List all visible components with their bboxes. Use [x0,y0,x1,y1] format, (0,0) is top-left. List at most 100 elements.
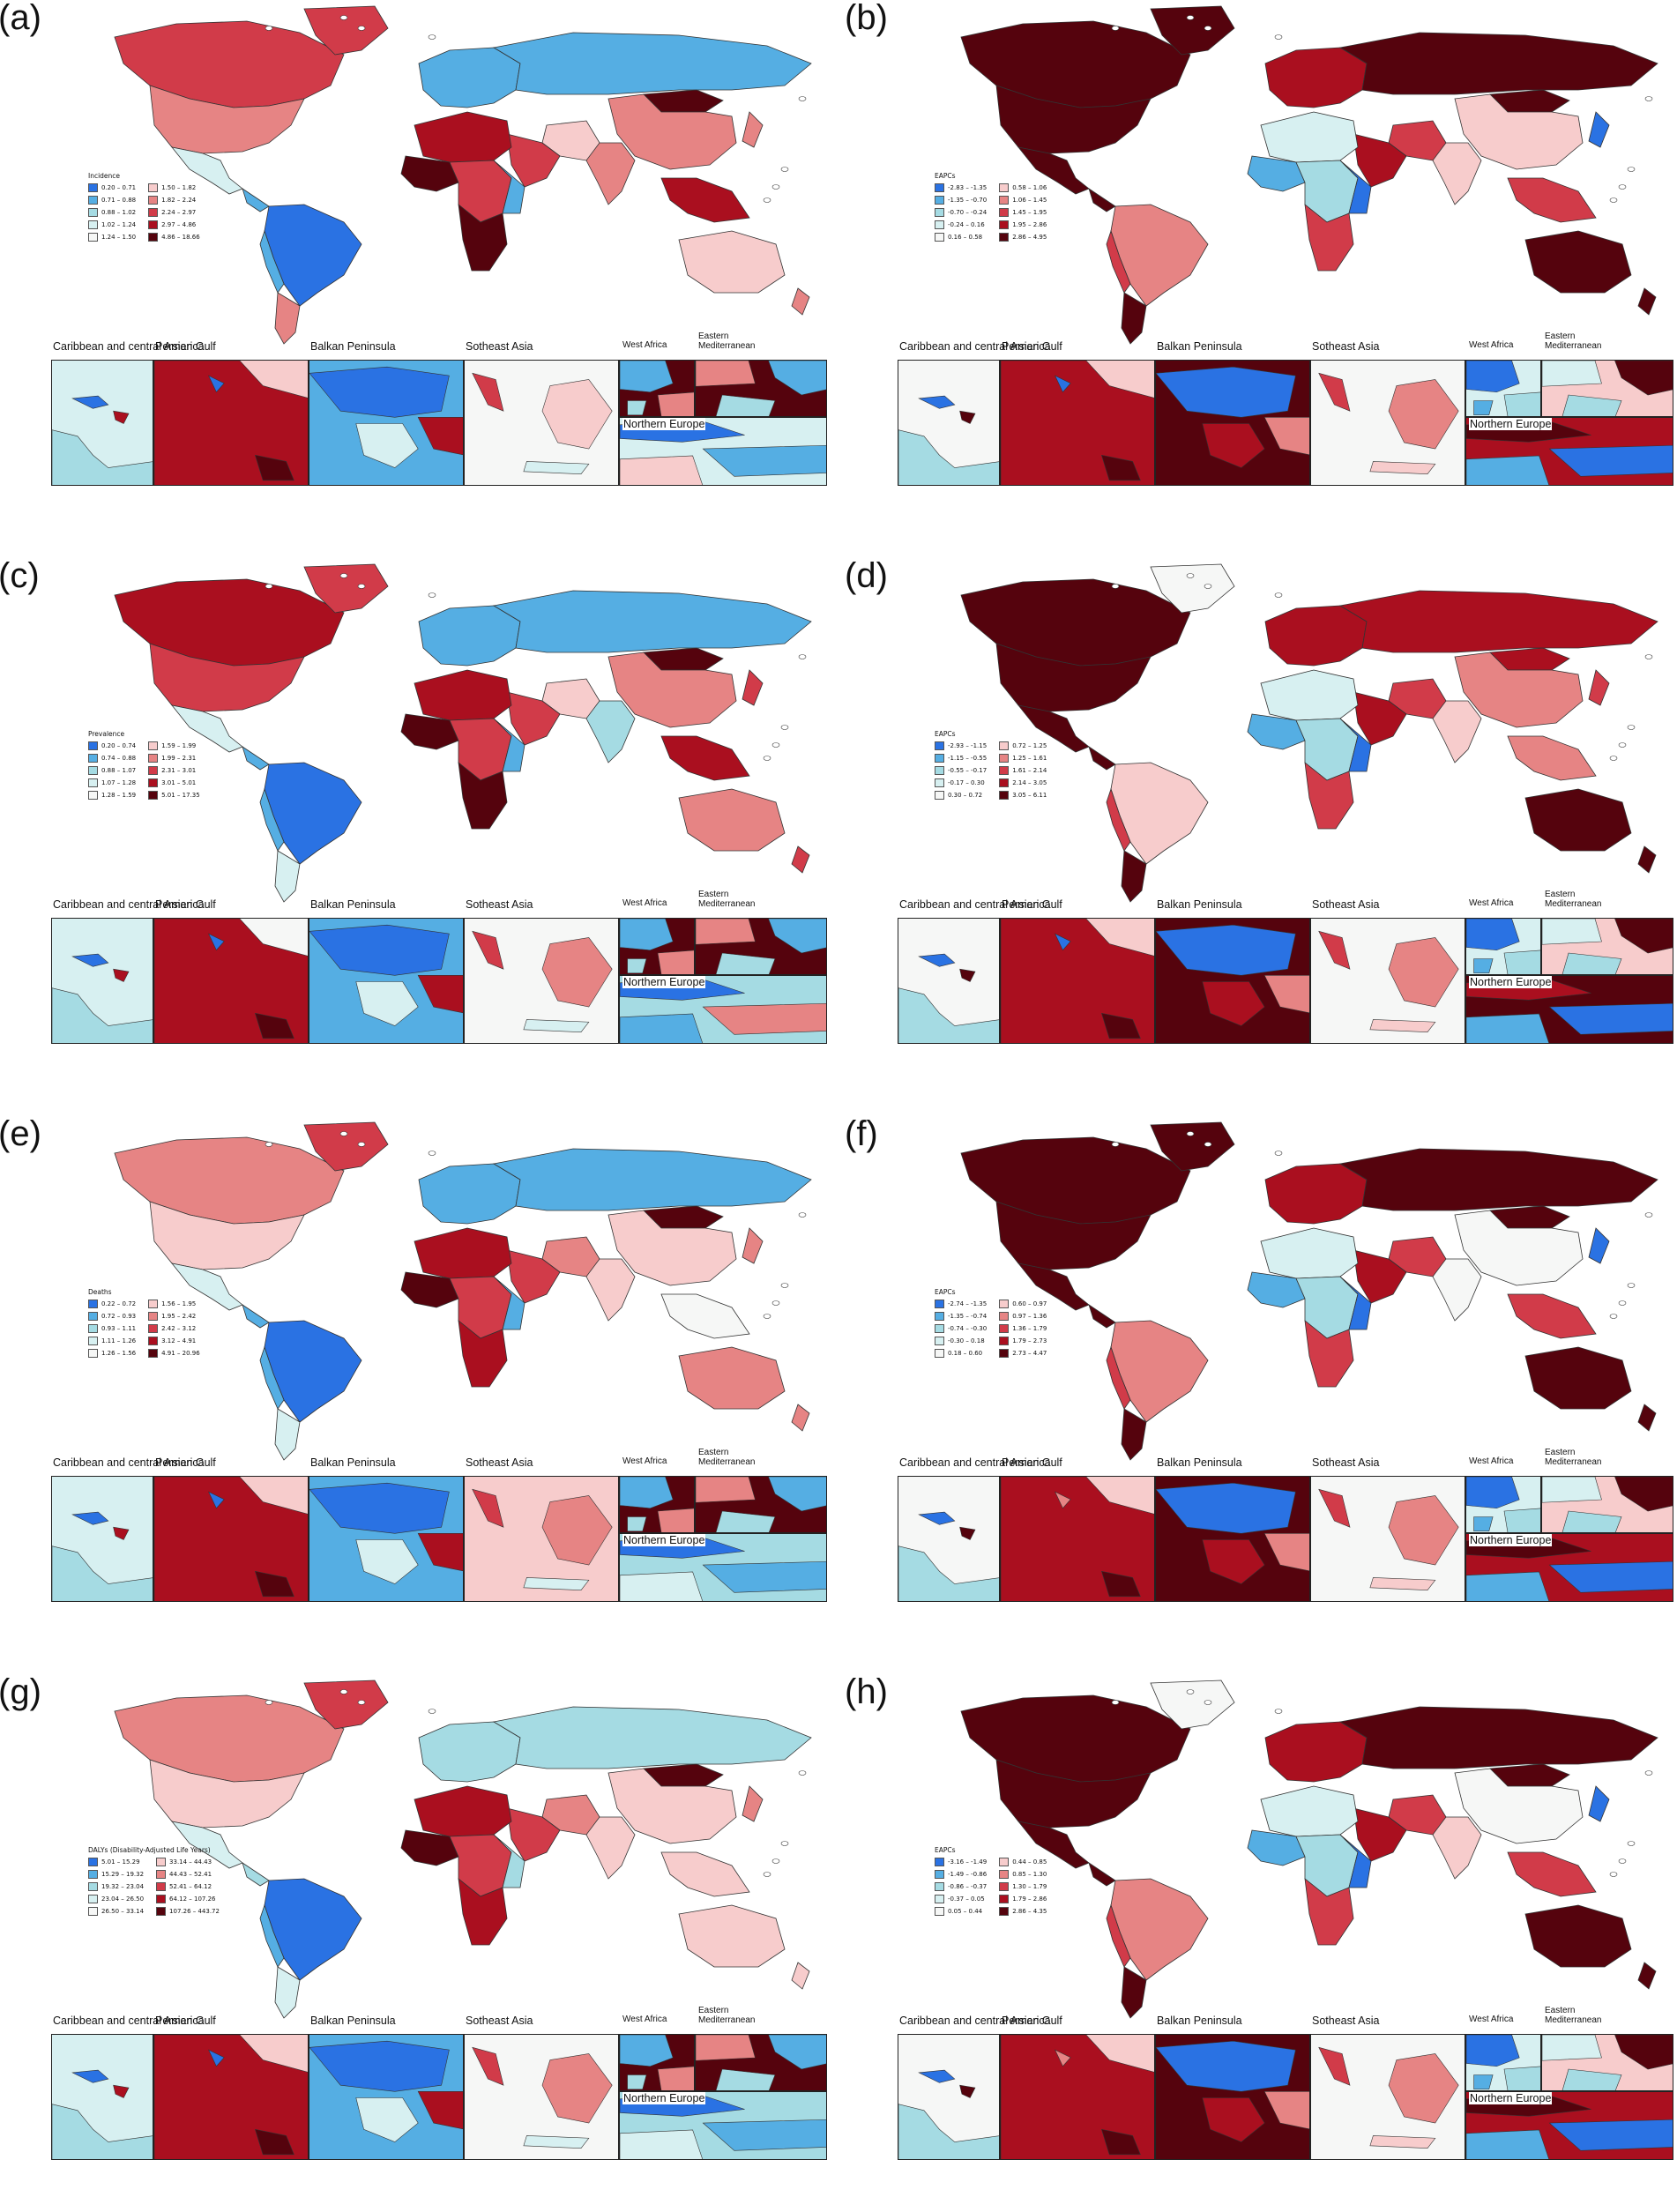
central-america-region [242,188,270,212]
island-shape [1274,592,1283,598]
inset-region [769,2035,826,2069]
inset-eastern-mediterranean [1541,918,1673,975]
legend-label: 4.91 – 20.96 [161,1349,200,1357]
world-map [960,1679,1658,2019]
legend-label: 0.05 – 0.44 [948,1907,983,1915]
legend-swatch [999,220,1010,229]
island-shape [798,1770,807,1776]
legend: EAPCs -3.16 – -1.49 -1.49 – -0.86 -0.86 – -… [935,1846,1047,1916]
central-america-region [1088,188,1116,212]
legend-label: 1.06 – 1.45 [1012,196,1047,204]
inset-title: Northern Europe [1469,2092,1553,2104]
inset-region [1466,1572,1549,1601]
legend: EAPCs -2.83 – -1.35 -1.35 – -0.70 -0.70 – -… [935,172,1047,242]
legend-swatch [148,741,159,750]
legend-item: 3.12 – 4.91 [148,1336,200,1345]
legend-item: 2.42 – 3.12 [148,1323,200,1333]
inset-southeast-asia [464,2034,619,2160]
legend-title: EAPCs [935,172,956,180]
inset-region [1549,445,1673,476]
inset-region [255,2129,294,2155]
inset-persian-gulf [1000,2034,1155,2160]
island-shape [1186,573,1195,578]
china-region [607,1768,737,1844]
russia-region [492,32,812,95]
inset-region [960,411,975,423]
inset-caribbean [51,918,153,1044]
inset-region [1001,1477,1154,1601]
inset-title: Northern Europe [1469,418,1553,430]
island-shape [771,1300,780,1306]
inset-region [1203,424,1264,468]
legend: Incidence 0.20 – 0.71 0.71 – 0.88 0.88 – 1.… [88,172,200,242]
legend-swatch [999,195,1010,205]
inset-region [356,424,418,468]
inset-region [658,950,694,974]
united-states-region [149,85,305,154]
north-america-region [960,1694,1191,1783]
legend-swatch [148,778,159,787]
inset-balkan [309,918,464,1044]
legend-label: 23.04 – 26.50 [101,1895,145,1903]
legend-label: 1.26 – 1.56 [101,1349,137,1357]
inset-persian-gulf [1000,360,1155,486]
island-shape [771,742,780,748]
legend-item: -0.86 – -0.37 [935,1881,987,1891]
southern-africa-region [1304,762,1354,830]
world-map [114,1679,812,2019]
inset-region [1549,1561,1673,1592]
inset-region [658,2067,694,2090]
inset-region [1504,950,1540,974]
inset-region [1101,2129,1140,2155]
island-shape [1111,1142,1120,1147]
legend-label: 2.86 – 4.35 [1012,1907,1047,1915]
inset-region [1055,2050,1071,2067]
inset-balkan [1155,2034,1310,2160]
europe-region [1264,1721,1368,1783]
legend: DALYs (Disability-Adjusted Life Years) 5.… [88,1846,220,1916]
legend-swatch [148,1323,159,1333]
legend-label: 0.20 – 0.71 [101,183,137,191]
inset-southeast-asia [1310,2034,1465,2160]
legend-swatch [935,1348,944,1358]
inset-title: Caribbean and central America [53,1456,205,1469]
inset-title: Persian Gulf [1002,1456,1062,1469]
japan-region [1588,111,1610,148]
east-africa-region [493,1276,525,1330]
inset-region [1370,461,1435,473]
legend-swatch [156,1869,167,1879]
inset-west-africa [619,1476,695,1533]
legend-label: 0.72 – 1.25 [1012,741,1047,749]
inset-balkan [1155,1476,1310,1602]
inset-region [1319,373,1350,411]
island-shape [798,1212,807,1218]
legend-label: 19.32 – 23.04 [101,1882,145,1890]
legend-item: 1.79 – 2.86 [999,1894,1047,1903]
island-shape [763,1872,771,1877]
legend-title: Prevalence [88,730,125,738]
island-shape [265,584,273,589]
north-africa-region [414,1785,512,1837]
legend-swatch [935,1857,944,1866]
legend-swatch [999,207,1010,217]
southern-cone-region [274,1966,301,2019]
legend-item: -2.74 – -1.35 [935,1299,987,1308]
inset-west-africa [1465,360,1541,417]
legend-item: 1.36 – 1.79 [999,1323,1047,1333]
greenland-region [1150,1679,1235,1730]
japan-region [742,669,764,706]
inset-region [473,2047,503,2085]
inset-region [1615,1477,1673,1511]
inset-title: Eastern Mediterranean [698,890,756,909]
inset-region [473,373,503,411]
inset-region [154,361,308,485]
island-shape [265,1142,273,1147]
world-map [114,5,812,345]
china-region [1454,93,1584,170]
inset-region [1055,376,1071,392]
europe-region [1264,47,1368,108]
china-region [1454,1210,1584,1286]
inset-region [1562,953,1622,974]
inset-caribbean [898,360,1000,486]
legend-item: 5.01 – 15.29 [88,1857,144,1866]
